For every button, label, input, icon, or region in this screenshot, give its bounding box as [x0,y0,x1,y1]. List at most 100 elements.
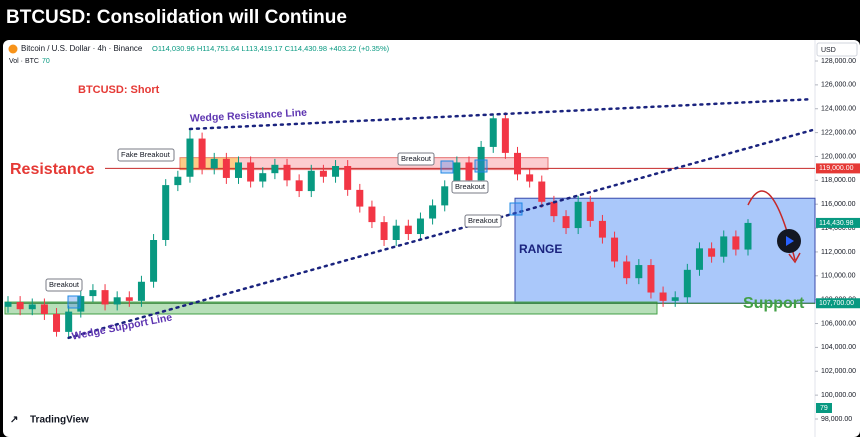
candle-body [344,166,352,190]
title: BTCUSD: Consolidation will Continue [6,7,347,28]
breakout-label-box [451,180,489,194]
breakout-marker [509,202,523,216]
currency-box[interactable] [816,42,858,57]
ohlc: O114,030.96 H114,751.64 L113,419.17 C114… [152,44,390,53]
resistance-label: Resistance [10,161,95,178]
candle-body [647,265,655,293]
candle-body [720,236,728,257]
price-label: 107,700.00 [819,300,854,307]
y-tick-label: 122,000.00 [821,129,856,136]
y-tick-label: 118,000.00 [821,177,856,184]
candle-body [489,118,497,147]
candle-body [623,261,631,279]
brand: TradingView [30,415,89,426]
candle-body [332,166,340,177]
candle-body [392,225,400,240]
candle-body [683,269,691,298]
breakout-label: Breakout [455,182,486,191]
candle-body [222,158,230,178]
breakout-marker [440,160,454,174]
candle-body [732,236,740,250]
candle-body [319,170,327,177]
breakout-marker [474,159,488,173]
candle-body [380,222,388,240]
y-tick-label: 120,000.00 [821,153,856,160]
candle-body [16,302,24,310]
candle-body [635,265,643,279]
breakout-label: Breakout [401,154,432,163]
candle-body [526,174,534,182]
candle-body [416,218,424,235]
candle-body [150,240,158,282]
candle-body [453,162,461,187]
candle-body [283,164,291,181]
breakout-label: Breakout [49,280,80,289]
short-label: BTCUSD: Short [78,84,160,96]
breakout-label-box [464,214,502,228]
candle-body [441,186,449,206]
price-label: 114,430.98 [819,220,854,227]
candle-body [744,222,752,250]
btc-icon [8,44,18,54]
play-icon [786,236,794,246]
wedge-resistance [188,97,814,131]
candle-body [247,162,255,182]
candle-body [356,189,364,207]
y-tick-label: 128,000.00 [821,58,856,65]
candle-body [137,281,145,301]
candle-body [53,313,61,332]
candle-body [174,176,182,186]
candle-body [40,304,48,314]
price-label: 119,000.00 [819,165,854,172]
candle-body [598,220,606,238]
price-label-box [816,298,860,309]
candle-body [4,302,12,307]
resistance-zone [179,157,549,171]
candle-body [259,173,267,182]
candle-body [77,296,85,312]
candle-body [708,248,716,257]
candle-body [429,205,437,219]
badge: 79 [820,405,828,412]
candle-body [210,158,218,169]
y-tick-label: 110,000.00 [821,273,856,280]
candle-body [295,180,303,192]
breakout-label-box [397,152,435,166]
range-box [514,197,816,304]
candle-body [101,290,109,305]
breakout-label: Breakout [468,216,499,225]
candle-body [89,290,97,297]
volume-value: 70 [42,58,50,65]
badge-box [816,403,832,413]
breakout-label-box [45,278,83,292]
candle-body [574,201,582,229]
y-tick-label: 106,000.00 [821,320,856,327]
candle-body [659,292,667,301]
price-label-box [816,163,860,174]
y-tick-label: 116,000.00 [821,201,856,208]
candle-body [477,146,485,181]
chart-panel [3,40,860,437]
candle-body [611,237,619,262]
candle-body [125,297,133,301]
y-tick-label: 124,000.00 [821,106,856,113]
fake-breakout-zone [180,157,238,170]
currency: USD [821,47,836,54]
support-label: Support [743,295,805,312]
candle-body [514,152,522,175]
title-bar [0,0,860,38]
fake-breakout-label-box [117,148,175,162]
candle-body [404,225,412,235]
candle-body [307,170,315,192]
volume-label: Vol · BTC [9,58,39,65]
candle-body [550,201,558,217]
candle-body [65,311,73,332]
candle-body [586,201,594,221]
y-tick-label: 126,000.00 [821,82,856,89]
candle-body [671,297,679,301]
y-tick-label: 104,000.00 [821,344,856,351]
y-tick-label: 100,000.00 [821,392,856,399]
candle-body [28,304,36,310]
candle-body [368,206,376,223]
